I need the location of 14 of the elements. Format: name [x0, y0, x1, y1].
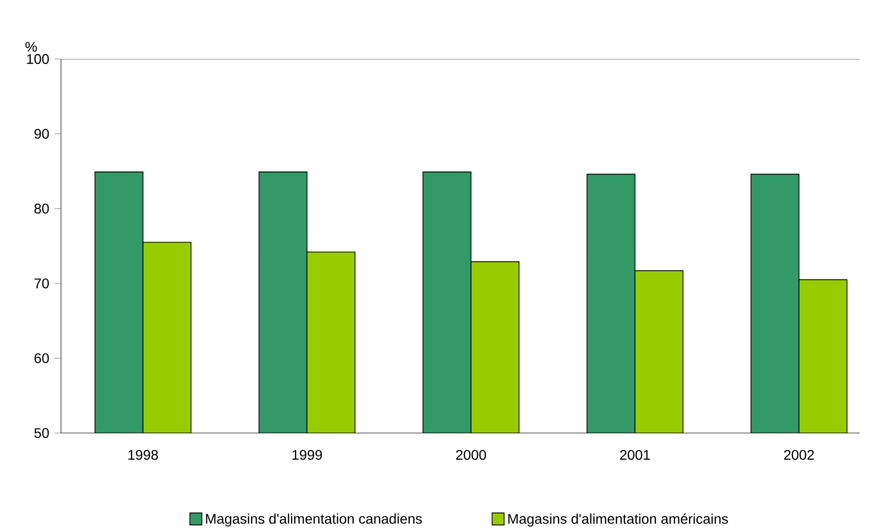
x-tick-label: 1998 — [128, 450, 158, 460]
legend-label: Magasins d'alimentation canadiens — [206, 513, 422, 526]
y-tick-label: 90 — [34, 128, 49, 139]
x-tick-label: 2001 — [620, 450, 650, 460]
y-tick-label: 70 — [34, 278, 49, 288]
x-tick-label: 1999 — [292, 450, 322, 460]
legend-label: Magasins d'alimentation américains — [508, 513, 728, 527]
y-tick-label: 80 — [34, 204, 49, 214]
y-tick-label: 60 — [34, 353, 49, 364]
y-tick-label: 50 — [34, 428, 49, 438]
y-tick-label: 100 — [27, 54, 49, 64]
y-axis-title: % — [25, 42, 37, 52]
x-tick-label: 2000 — [456, 450, 486, 460]
x-tick-label: 2002 — [784, 450, 814, 460]
